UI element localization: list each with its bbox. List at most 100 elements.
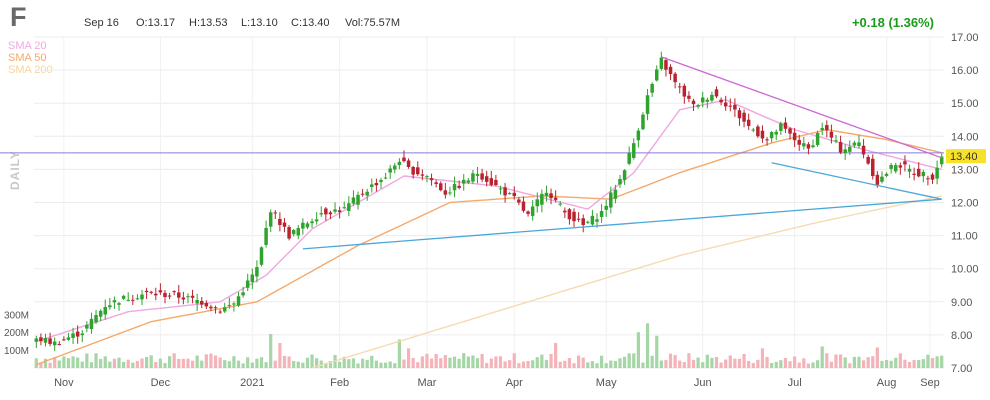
candle-body xyxy=(448,192,452,194)
volume-bar xyxy=(425,353,429,368)
candle-body xyxy=(471,173,475,182)
volume-bar xyxy=(554,342,558,368)
candle-body xyxy=(664,60,668,70)
volume-bar xyxy=(765,356,769,368)
candle-body xyxy=(512,192,517,197)
volume-bar xyxy=(43,358,48,368)
price-change: +0.18 (1.36%) xyxy=(851,15,934,30)
candle-body xyxy=(737,110,742,119)
candle-body xyxy=(627,152,631,164)
volume-bar xyxy=(310,354,314,368)
volume-bar xyxy=(650,355,654,368)
candle-body xyxy=(893,165,898,172)
volume-bar xyxy=(535,357,539,368)
volume-bar xyxy=(558,361,562,368)
volume-bar xyxy=(126,359,130,368)
volume-bar xyxy=(907,361,912,368)
candle-body xyxy=(131,299,135,301)
candle-body xyxy=(301,222,305,229)
volume-bar xyxy=(135,360,140,368)
candle-body xyxy=(388,168,392,173)
candle-body xyxy=(838,142,843,153)
volume-bar xyxy=(742,353,746,368)
volume-bar xyxy=(457,358,461,368)
candle-body xyxy=(429,178,434,181)
x-tick-label: Mar xyxy=(417,377,436,389)
candle-body xyxy=(829,131,834,138)
volume-bar xyxy=(816,360,820,368)
candle-body xyxy=(370,184,374,188)
candle-body xyxy=(645,95,650,114)
volume-bar xyxy=(76,357,80,368)
x-tick-label: Sep xyxy=(920,377,940,389)
volume-bar xyxy=(917,360,921,368)
y-tick-label: 10.00 xyxy=(951,264,979,276)
candle-body xyxy=(66,337,71,340)
volume-bar xyxy=(89,362,94,368)
legend-sma200: SMA 200 xyxy=(8,64,53,76)
candle-body xyxy=(420,174,425,176)
ticker-symbol: F xyxy=(10,2,27,32)
candle-body xyxy=(769,132,774,139)
volume-bar xyxy=(797,362,801,368)
candle-body xyxy=(34,338,39,342)
x-tick-label: Feb xyxy=(330,377,349,389)
x-tick-label: Jun xyxy=(694,377,712,389)
volume-bar xyxy=(866,357,870,368)
candle-body xyxy=(857,142,861,147)
y-tick-label: 16.00 xyxy=(951,65,979,77)
candle-body xyxy=(466,180,471,183)
candle-body xyxy=(792,132,797,141)
candle-body xyxy=(889,164,893,169)
candle-body xyxy=(126,299,130,301)
volume-bar xyxy=(531,360,535,368)
low-price: L:13.10 xyxy=(241,17,278,29)
candle-body xyxy=(259,247,264,265)
candle-body xyxy=(365,191,369,196)
volume-bar xyxy=(462,353,466,368)
volume-bar xyxy=(131,362,135,368)
volume-bar xyxy=(540,354,544,368)
candle-body xyxy=(75,331,80,337)
volume-bar xyxy=(108,361,112,368)
volume-bar xyxy=(581,357,585,368)
volume-bar xyxy=(595,363,599,368)
candle-body xyxy=(402,157,406,162)
volume-bar xyxy=(236,360,241,368)
volume-bar xyxy=(227,361,231,368)
volume-bar xyxy=(834,354,838,368)
candle-body xyxy=(268,212,273,227)
volume-bar xyxy=(259,357,264,368)
candle-body xyxy=(411,166,415,175)
volume-bar xyxy=(374,360,379,368)
volume-bar xyxy=(825,353,829,368)
candle-body xyxy=(319,213,323,215)
candle-body xyxy=(498,188,503,190)
sma200-line xyxy=(311,195,942,369)
volume-bar xyxy=(563,360,567,368)
candle-body xyxy=(475,173,480,176)
volume-bar xyxy=(443,355,447,368)
candle-body xyxy=(507,193,512,195)
volume-bar xyxy=(903,359,907,368)
candle-body xyxy=(167,295,172,297)
candle-body xyxy=(632,143,636,158)
candle-body xyxy=(337,210,342,213)
volume-bar xyxy=(590,361,595,368)
volume-bar xyxy=(770,362,774,368)
volume-bar xyxy=(416,362,420,368)
candle-body xyxy=(567,209,572,220)
volume-bar xyxy=(301,362,305,368)
candle-body xyxy=(121,295,126,299)
candle-body xyxy=(360,193,365,195)
candle-body xyxy=(655,69,659,81)
candle-body xyxy=(742,112,746,122)
volume-bar xyxy=(338,361,342,368)
volume-bar xyxy=(232,356,236,368)
candle-body xyxy=(80,333,85,336)
volume-bar xyxy=(282,355,287,368)
volume-bar xyxy=(292,361,296,368)
candle-body xyxy=(218,311,222,313)
candle-body xyxy=(581,218,585,225)
candle-body xyxy=(328,212,333,215)
